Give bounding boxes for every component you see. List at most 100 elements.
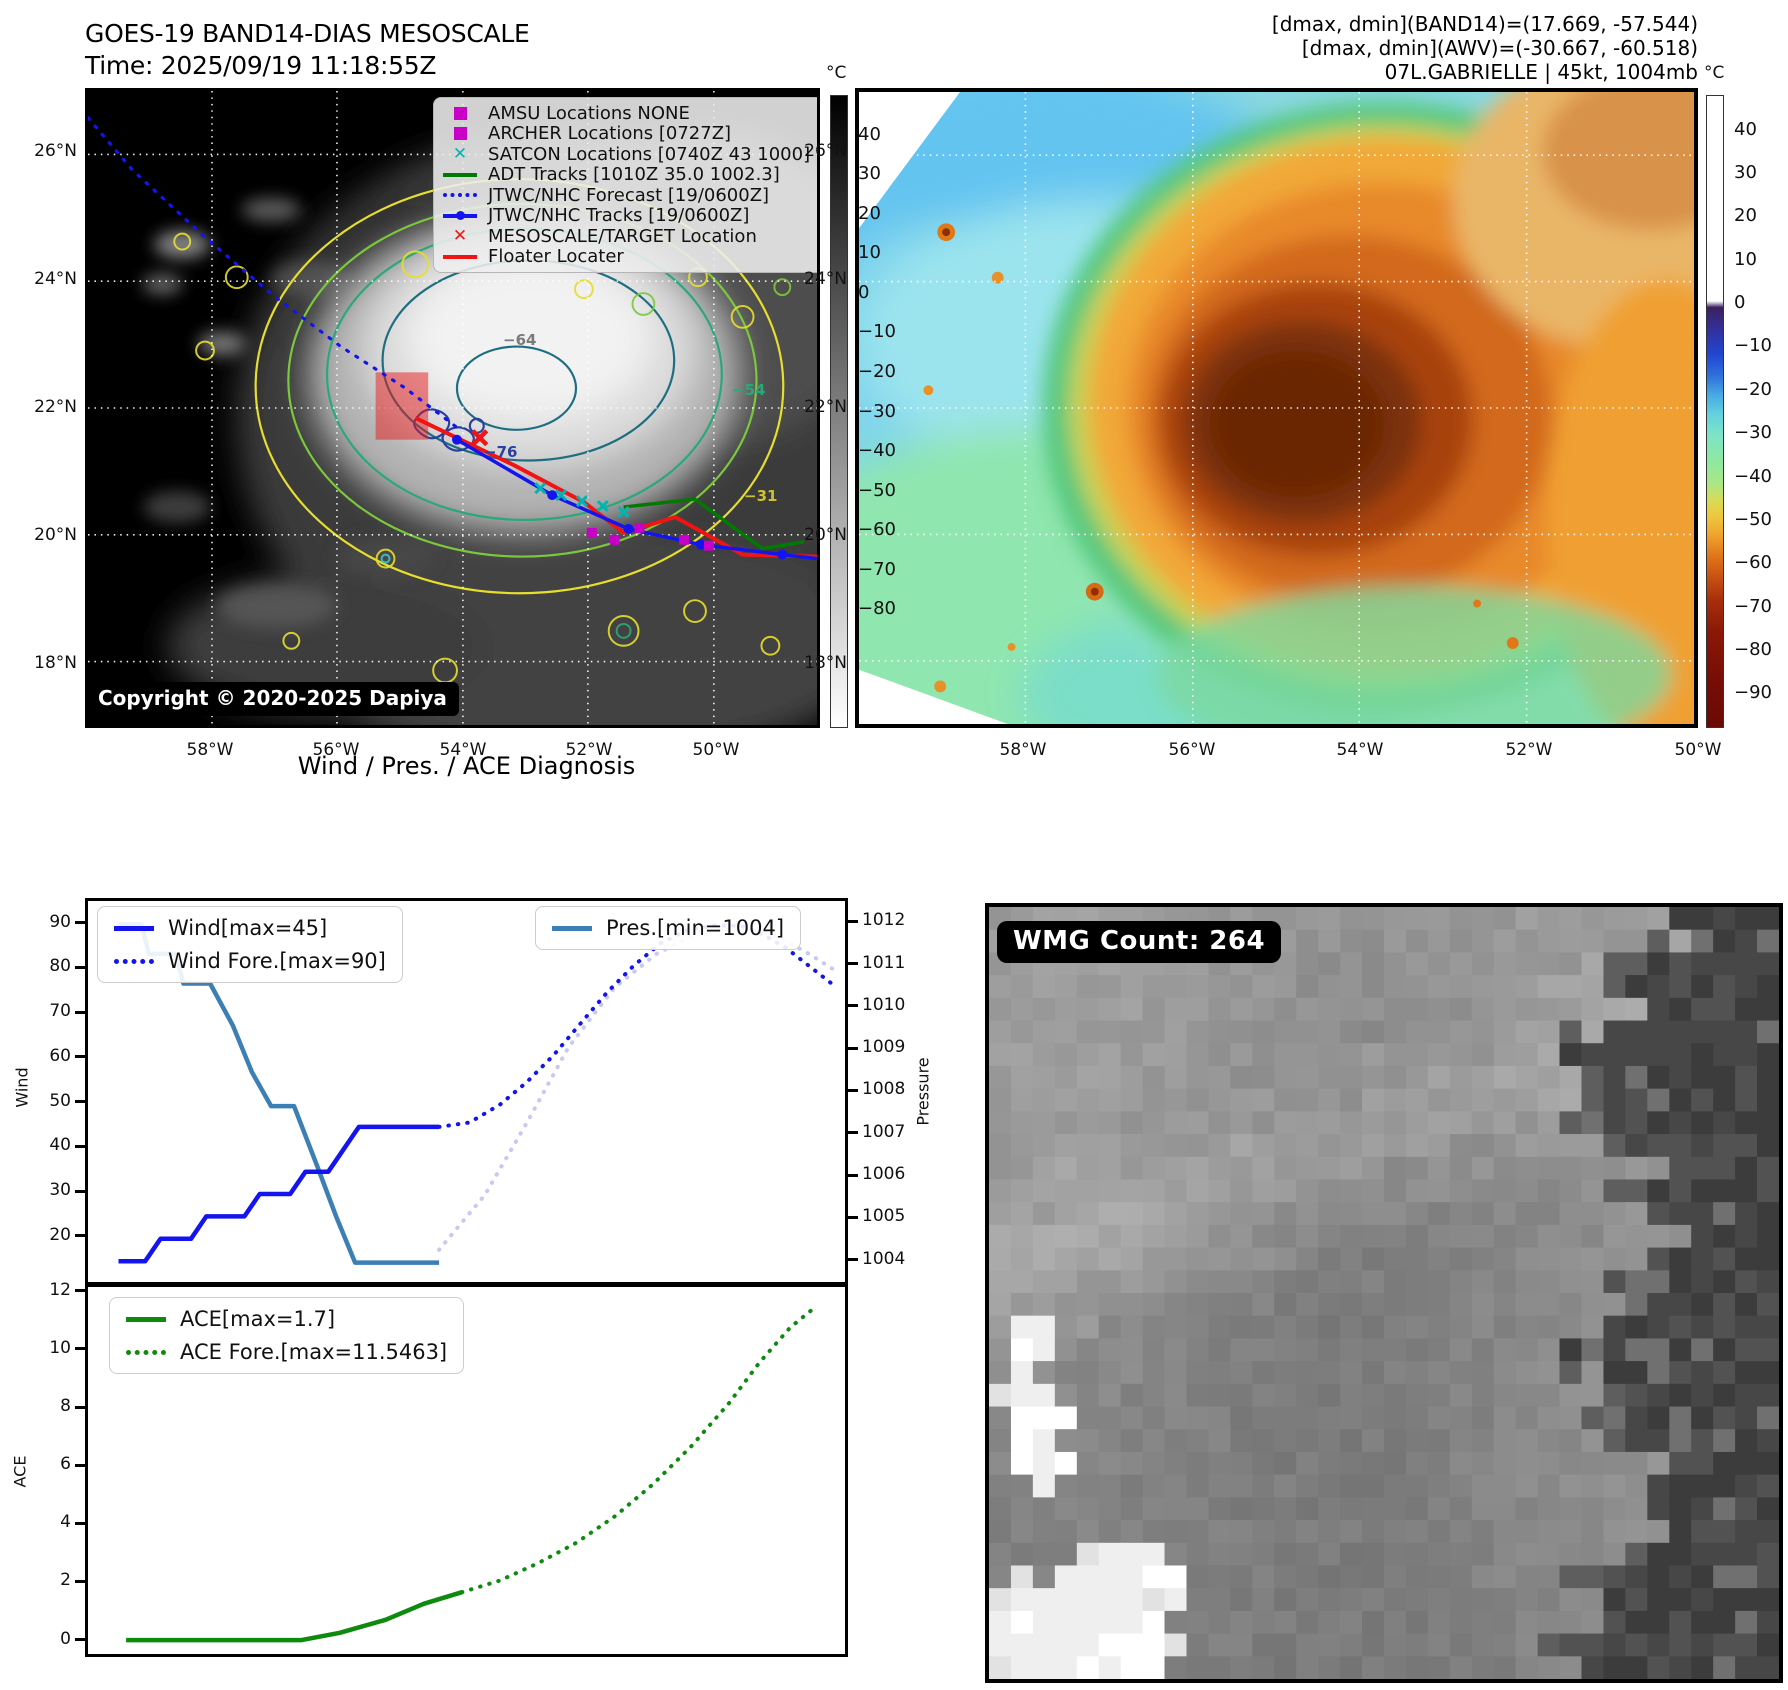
- awv-colorbar-tick: −60: [1734, 552, 1772, 574]
- tick-mark: [75, 1579, 85, 1583]
- ch2-ytick-left: 10: [49, 1337, 71, 1358]
- legend-label: ACE Fore.[max=11.5463]: [180, 1340, 448, 1364]
- ch1-ytick-right: 1006: [862, 1164, 906, 1185]
- awv-lat-label: 22°N: [804, 397, 847, 417]
- tick-mark: [848, 1258, 858, 1262]
- square-marker-icon: [442, 106, 478, 120]
- awv-colorbar-tick: −50: [1734, 508, 1772, 530]
- awv-lon-label: 52°W: [1505, 740, 1553, 760]
- wmg-panel: WMG Count: 264: [985, 903, 1783, 1683]
- wind-legend: Wind[max=45] Wind Fore.[max=90]: [97, 906, 403, 983]
- solid-line-icon: [114, 925, 154, 931]
- band14-title: GOES-19 BAND14-DIAS MESOSCALE Time: 2025…: [85, 18, 530, 82]
- legend-label: Floater Locater: [488, 246, 624, 268]
- ch1-ytick-left: 80: [49, 956, 71, 977]
- archer-markers: [586, 522, 714, 551]
- awv-colorbar-tick: −30: [1734, 422, 1772, 444]
- band14-colorbar-tick: −40: [858, 440, 896, 462]
- ch1-ytick-right: 1010: [862, 994, 906, 1015]
- ch2-ytick-left: 0: [60, 1628, 71, 1649]
- ch2-ytick-left: 2: [60, 1570, 71, 1591]
- tick-mark: [848, 1131, 858, 1135]
- legend-item: ✕ SATCON Locations [0740Z 43 1000]: [442, 143, 817, 165]
- tick-mark: [75, 1463, 85, 1467]
- ch1-ytick-left: 30: [49, 1180, 71, 1201]
- wmg-count-badge: WMG Count: 264: [997, 921, 1282, 963]
- band14-colorbar-tick: 0: [858, 281, 870, 303]
- band14-lon-label: 50°W: [692, 740, 740, 760]
- legend-label: Wind Fore.[max=90]: [168, 949, 386, 973]
- legend-item: ✕ MESOSCALE/TARGET Location: [442, 225, 817, 247]
- awv-colorbar-tick: 40: [1734, 118, 1757, 140]
- ch2-ytick-left: 4: [60, 1512, 71, 1533]
- convective-spots: [923, 223, 1519, 693]
- ch1-ytick-right: 1007: [862, 1121, 906, 1142]
- tick-mark: [75, 965, 85, 969]
- tick-mark: [848, 1173, 858, 1177]
- awv-colorbar-unit: °C: [1704, 63, 1725, 83]
- solid-line-icon: [126, 1316, 166, 1322]
- copyright-badge: Copyright © 2020-2025 Dapiya: [88, 682, 459, 716]
- legend-label: SATCON Locations [0740Z 43 1000]: [488, 143, 811, 165]
- awv-lon-label: 54°W: [1336, 740, 1384, 760]
- tick-mark: [848, 919, 858, 923]
- awv-lat-label: 26°N: [804, 141, 847, 161]
- ch1-ytick-left: 90: [49, 911, 71, 932]
- awv-lat-label: 20°N: [804, 525, 847, 545]
- awv-lon-label: 58°W: [999, 740, 1047, 760]
- tick-mark: [75, 1100, 85, 1104]
- band14-lat-label: 18°N: [34, 653, 77, 673]
- legend-item: Wind Fore.[max=90]: [114, 949, 386, 973]
- legend-label: MESOSCALE/TARGET Location: [488, 225, 757, 247]
- ch2-ytick-left: 6: [60, 1454, 71, 1475]
- legend-item: ARCHER Locations [0727Z]: [442, 123, 817, 145]
- tick-mark: [75, 1521, 85, 1525]
- legend-item: Wind[max=45]: [114, 916, 386, 940]
- series-ace: [126, 1590, 463, 1643]
- band14-title-line1: GOES-19 BAND14-DIAS MESOSCALE: [85, 19, 530, 48]
- awv-header: [dmax, dmin](BAND14)=(17.669, -57.544) […: [1100, 12, 1698, 84]
- awv-header-line2: [dmax, dmin](AWV)=(-30.667, -60.518): [1301, 36, 1698, 60]
- tick-mark: [75, 1189, 85, 1193]
- tick-mark: [75, 1638, 85, 1642]
- legend-item: JTWC/NHC Tracks [19/0600Z]: [442, 205, 817, 226]
- square-marker-icon: [442, 127, 478, 141]
- band14-colorbar-tick: 10: [858, 242, 881, 264]
- series-wind-fore-: [437, 923, 834, 1129]
- band14-satellite-map: AMSU Locations NONE ARCHER Locations [072…: [85, 88, 820, 728]
- ch2-ytick-left: 12: [49, 1279, 71, 1300]
- band14-colorbar-tick: −50: [858, 479, 896, 501]
- awv-colorbar-tick: 20: [1734, 205, 1757, 227]
- legend-item: ADT Tracks [1010Z 35.0 1002.3]: [442, 164, 817, 185]
- legend-item: ACE[max=1.7]: [126, 1307, 447, 1331]
- band14-title-line2: Time: 2025/09/19 11:18:55Z: [85, 51, 437, 80]
- ch1-ytick-left: 60: [49, 1045, 71, 1066]
- band14-lon-label: 56°W: [312, 740, 360, 760]
- tick-mark: [75, 1405, 85, 1409]
- band14-colorbar-tick: −60: [858, 519, 896, 541]
- dotted-line-icon: [114, 958, 154, 964]
- tick-mark: [75, 1055, 85, 1059]
- legend-label: ARCHER Locations [0727Z]: [488, 123, 732, 145]
- legend-item: JTWC/NHC Forecast [19/0600Z]: [442, 185, 817, 206]
- awv-lon-label: 50°W: [1674, 740, 1722, 760]
- band14-lat-label: 26°N: [34, 141, 77, 161]
- tick-mark: [75, 1010, 85, 1014]
- series-wind: [118, 1124, 439, 1264]
- ch1-ytick-left: 40: [49, 1135, 71, 1156]
- satcon-markers: [534, 482, 630, 519]
- band14-colorbar-tick: −30: [858, 400, 896, 422]
- dotted-line-icon: [126, 1349, 166, 1355]
- legend-item: Pres.[min=1004]: [552, 916, 784, 940]
- series-ace-fore-: [459, 1303, 819, 1595]
- band14-colorbar-tick: 40: [858, 123, 881, 145]
- awv-colorbar-tick: −20: [1734, 378, 1772, 400]
- tick-mark: [75, 1144, 85, 1148]
- contour-label: −64: [503, 331, 537, 349]
- tick-mark: [75, 921, 85, 925]
- tick-mark: [75, 1289, 85, 1293]
- contour-label: −31: [744, 487, 778, 505]
- band14-colorbar-tick: −70: [858, 558, 896, 580]
- legend-label: AMSU Locations NONE: [488, 102, 690, 124]
